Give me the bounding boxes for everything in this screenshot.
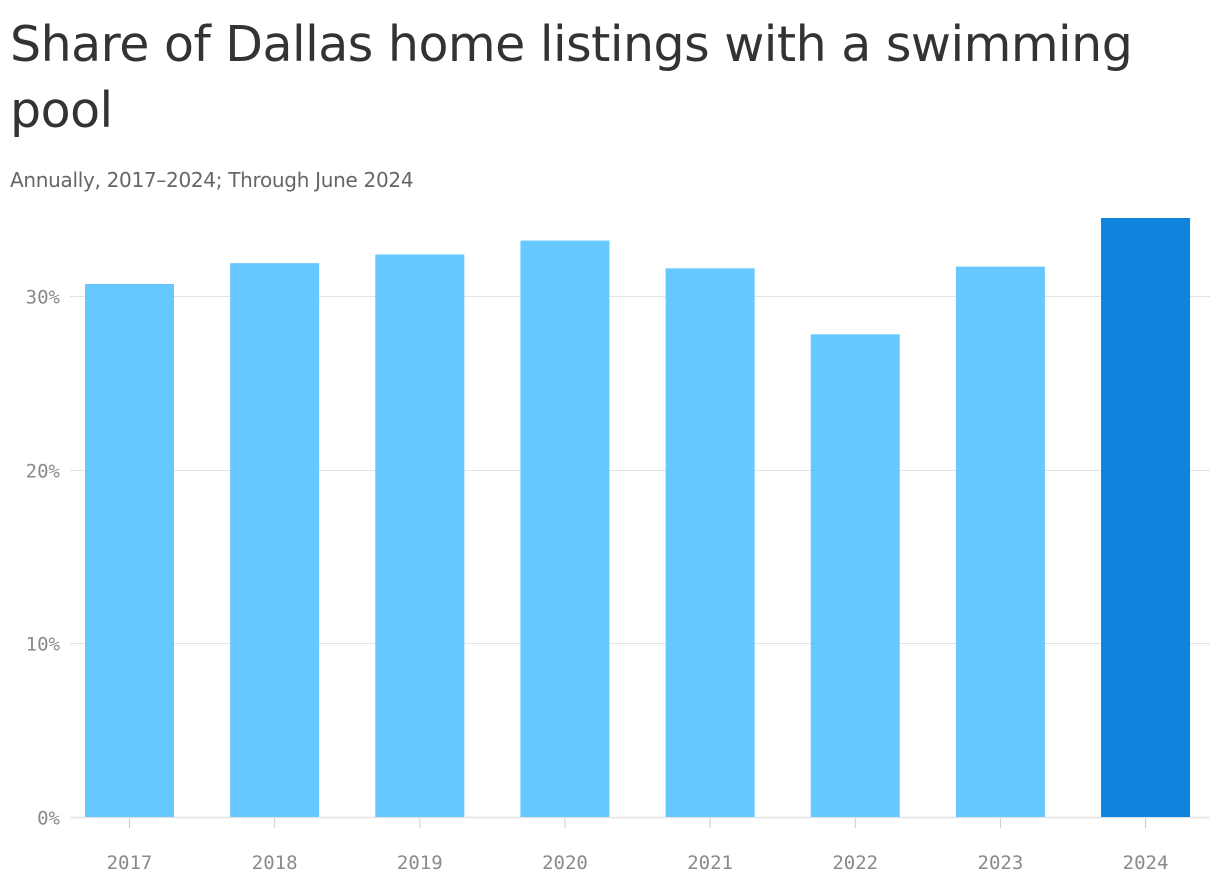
y-tick-label: 30% — [26, 287, 61, 309]
x-tick-label-2020: 2020 — [542, 852, 588, 874]
bar-2024 — [1101, 218, 1191, 817]
x-tick-label-2017: 2017 — [107, 852, 153, 874]
y-tick-label: 10% — [26, 634, 61, 656]
x-tick-label-2023: 2023 — [978, 852, 1024, 874]
bars — [85, 218, 1191, 818]
axes: 0% 10% 20% 30% 2017 2018 2019 2020 2021 2022 2023 2… — [26, 287, 1169, 875]
bar-2022 — [810, 334, 900, 817]
bar-2017 — [85, 283, 174, 817]
chart-title: Share of Dallas home listings with a swi… — [10, 16, 1133, 139]
bar-2021 — [665, 268, 755, 818]
bar-2020 — [520, 240, 610, 817]
x-tick-label-2018: 2018 — [252, 852, 298, 874]
x-tick-label-2024: 2024 — [1123, 852, 1169, 874]
bar-2023 — [955, 266, 1045, 817]
y-tick-label: 20% — [26, 461, 61, 483]
y-tick-label: 0% — [37, 808, 60, 830]
bar-2019 — [375, 254, 465, 817]
x-tick-label-2021: 2021 — [687, 852, 733, 874]
x-tick-label-2022: 2022 — [832, 852, 878, 874]
chart-subtitle: Annually, 2017–2024; Through June 2024 — [10, 168, 414, 192]
bar-2018 — [230, 263, 320, 817]
x-tick-label-2019: 2019 — [397, 852, 443, 874]
